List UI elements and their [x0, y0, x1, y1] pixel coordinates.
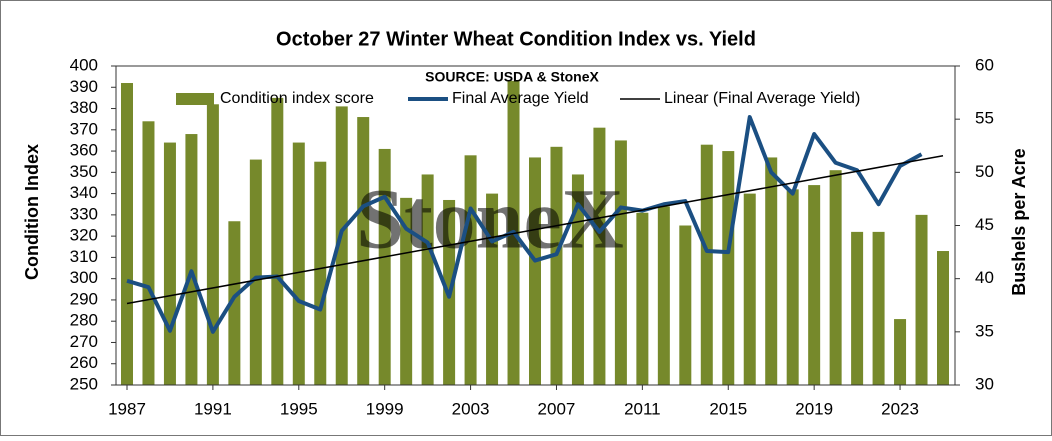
chart-title: October 27 Winter Wheat Condition Index … [276, 28, 756, 50]
trend-line [126, 154, 944, 305]
y2-tick-label: 40 [975, 268, 994, 287]
y2-tick-label: 60 [975, 55, 994, 74]
bar [400, 197, 413, 385]
bar [571, 174, 584, 385]
bar [937, 251, 949, 385]
bar [872, 231, 885, 385]
bar [614, 140, 627, 385]
y-tick-label: 320 [70, 226, 98, 245]
x-tick-label: 2011 [624, 399, 661, 418]
y-tick-label: 270 [70, 332, 98, 351]
y2-tick-label: 50 [975, 162, 994, 181]
y-tick-label: 370 [70, 119, 98, 138]
y2-tick-label: 35 [975, 321, 994, 340]
y2-tick-label: 45 [975, 215, 994, 234]
x-tick-label: 2015 [709, 399, 747, 418]
x-tick-label: 2003 [452, 399, 490, 418]
bar [249, 159, 262, 385]
y-tick-label: 250 [70, 374, 98, 393]
bar [185, 134, 198, 385]
x-tick-label: 1995 [280, 399, 318, 418]
y-tick-label: 310 [70, 247, 98, 266]
bar [808, 185, 821, 385]
x-tick-label: 2019 [795, 399, 833, 418]
y2-axis-label: Bushels per Acre [1009, 148, 1029, 295]
y-tick-label: 260 [70, 353, 98, 372]
bar [894, 319, 907, 385]
bar [700, 144, 713, 385]
y-tick-label: 400 [70, 55, 98, 74]
bar [851, 231, 864, 385]
bar [657, 206, 670, 385]
bar [829, 170, 842, 385]
legend-label: Final Average Yield [452, 90, 589, 107]
bar [529, 157, 541, 385]
bar [121, 83, 133, 385]
subtitle: SOURCE: USDA & StoneX [425, 69, 599, 85]
bar [786, 189, 799, 385]
y2-tick-label: 55 [975, 109, 994, 128]
plot-border [115, 65, 956, 386]
yield-line [126, 115, 923, 334]
y-tick-label: 290 [70, 289, 98, 308]
bar [335, 106, 348, 385]
bar [378, 148, 391, 385]
y-axis-label: Condition Index [22, 144, 42, 280]
bar [743, 193, 756, 385]
x-tick-label: 1999 [366, 399, 404, 418]
x-tick-label: 1987 [108, 399, 146, 418]
legend-swatch [176, 93, 214, 105]
bar [314, 161, 327, 385]
bar [636, 212, 649, 385]
bar [292, 142, 305, 385]
bar [206, 104, 219, 385]
y-tick-label: 300 [70, 268, 98, 287]
bar [271, 97, 284, 386]
bar [421, 174, 434, 385]
y2-tick-label: 30 [975, 374, 994, 393]
bar [142, 121, 155, 385]
y-tick-label: 330 [70, 204, 98, 223]
bar [593, 127, 606, 385]
y-tick-label: 380 [70, 98, 98, 117]
y-tick-label: 340 [70, 183, 98, 202]
bar [163, 142, 176, 385]
x-tick-label: 2023 [881, 399, 919, 418]
y-tick-label: 350 [70, 162, 98, 181]
y-tick-label: 360 [70, 141, 98, 160]
y-tick-label: 280 [70, 311, 98, 330]
bar [357, 117, 370, 385]
legend-label: Condition index score [220, 90, 374, 107]
x-tick-label: 1991 [194, 399, 232, 418]
x-tick-label: 2007 [538, 399, 576, 418]
bar [765, 157, 778, 385]
bar [550, 146, 563, 385]
bar [915, 214, 928, 385]
bar [679, 225, 692, 385]
bar [228, 221, 241, 385]
y-tick-label: 390 [70, 77, 98, 96]
legend-label: Linear (Final Average Yield) [664, 90, 860, 107]
watermark: StoneX [356, 171, 624, 267]
bar [722, 151, 735, 385]
